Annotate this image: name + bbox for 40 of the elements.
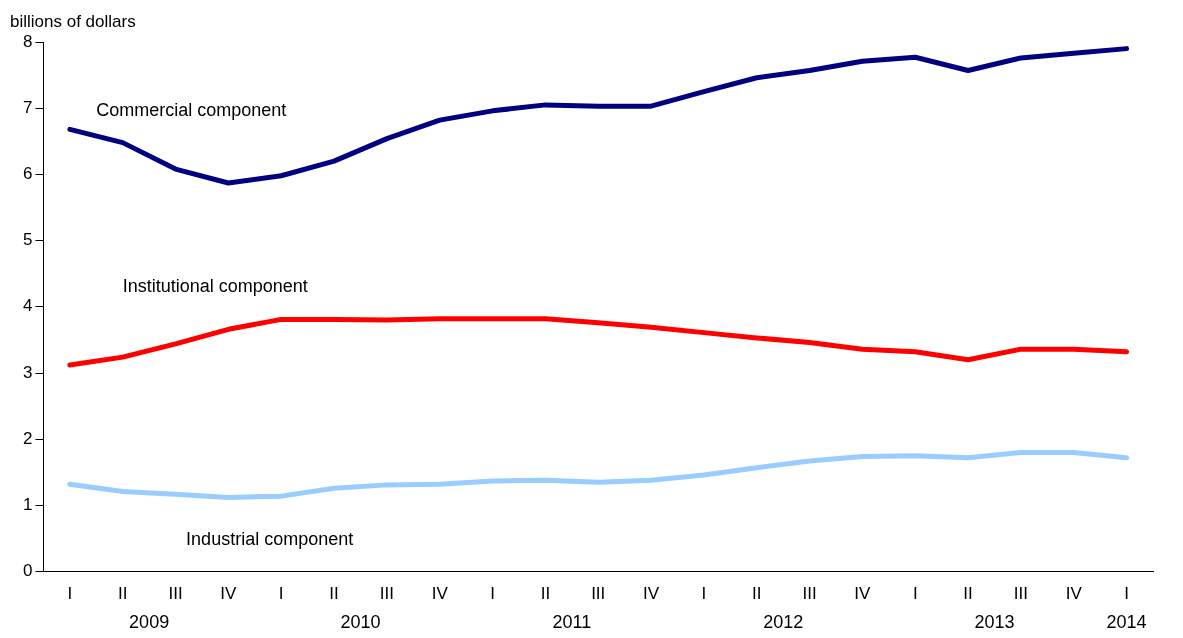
x-tick-label: IV <box>854 584 872 604</box>
x-tick-label: IV <box>1065 584 1083 604</box>
y-tick-label: 5 <box>22 230 33 250</box>
text: 2011 <box>552 611 592 632</box>
text: 2009 <box>129 611 170 632</box>
series-label: Industrial component <box>186 529 354 550</box>
y-tick-label: 7 <box>22 97 33 117</box>
x-tick-label: III <box>802 584 817 604</box>
series-label: Commercial component <box>96 99 287 120</box>
x-tick-label: II <box>329 584 339 604</box>
x-tick-label: II <box>752 584 762 604</box>
x-tick-label: I <box>67 584 73 604</box>
x-tick-label: III <box>591 584 606 604</box>
x-tick-label: II <box>540 584 551 604</box>
y-axis-title: billions of dollars <box>10 12 136 32</box>
text: 2014 <box>1106 611 1147 632</box>
x-tick-label: IV <box>643 584 660 604</box>
x-tick-label: III <box>379 584 394 604</box>
y-tick-label: 6 <box>22 164 33 184</box>
y-tick-label: 1 <box>22 495 33 515</box>
y-tick-label: 3 <box>22 362 33 382</box>
x-tick-label: I <box>912 584 918 604</box>
x-tick-label: I <box>278 584 284 604</box>
x-tick-label: IV <box>431 584 449 604</box>
series-label: Institutional component <box>122 276 308 297</box>
x-tick-label: II <box>963 584 973 604</box>
text: 2010 <box>340 611 381 632</box>
text: 2013 <box>974 611 1015 632</box>
y-tick-label: 8 <box>22 31 33 51</box>
x-tick-label: I <box>490 584 495 604</box>
x-tick-label: III <box>1013 584 1028 604</box>
text: 2012 <box>763 611 804 632</box>
x-tick-label: I <box>1124 584 1129 604</box>
x-tick-label: IV <box>220 584 238 604</box>
y-tick-label: 0 <box>22 561 33 581</box>
x-tick-label: II <box>117 584 128 604</box>
x-tick-label: III <box>168 584 183 604</box>
y-tick-label: 2 <box>22 428 33 448</box>
y-tick-label: 4 <box>22 296 33 316</box>
x-tick-label: I <box>701 584 707 604</box>
